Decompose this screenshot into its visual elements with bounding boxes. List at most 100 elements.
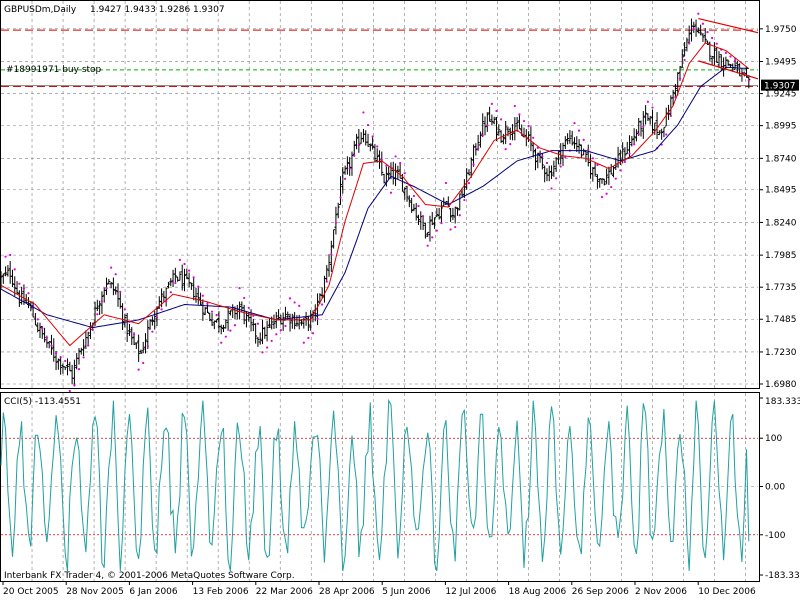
chart-ohlc: 1.9427 1.9433 1.9286 1.9307 [90, 5, 225, 15]
sar-dot [573, 122, 576, 125]
sar-dot [550, 187, 553, 190]
sar-dot [490, 102, 494, 105]
sar-dot [142, 361, 145, 365]
sar-dot [499, 118, 503, 121]
sar-dot [13, 268, 16, 271]
cci-axis-label: 100 [765, 434, 782, 444]
sar-dot [87, 344, 90, 347]
sar-dot [206, 302, 209, 305]
sar-dot [596, 163, 599, 167]
price-panel[interactable]: GBPUSDm,Daily 1.9427 1.9433 1.9286 1.930… [0, 0, 799, 393]
sar-dot [444, 181, 448, 185]
sar-dot [220, 341, 223, 344]
sar-dot [697, 12, 700, 15]
price-axis-label: 1.8995 [765, 122, 797, 132]
sar-dot [532, 136, 535, 139]
sar-dot [747, 79, 750, 82]
sar-dot [651, 106, 654, 109]
sar-dot [564, 156, 567, 159]
sar-dot [692, 27, 695, 31]
sar-dot [311, 332, 315, 335]
cci-axis-label: -183.333 [765, 571, 800, 581]
sar-dot [665, 133, 668, 136]
sar-dot [302, 341, 305, 344]
sar-dot [155, 316, 159, 319]
sar-dot [628, 152, 631, 155]
sar-dot [146, 344, 149, 348]
sar-dot [137, 368, 140, 371]
sar-dot [160, 308, 163, 311]
sar-dot [77, 368, 81, 371]
sar-dot [270, 339, 273, 343]
trend-channel[interactable] [698, 17, 759, 80]
sar-dot [733, 59, 737, 62]
price-axis-label: 1.9750 [765, 25, 797, 35]
sar-dot [454, 225, 457, 229]
sar-dot [279, 329, 282, 332]
sar-dot [724, 51, 727, 54]
time-axis-label: 18 Aug 2006 [509, 587, 567, 597]
price-panel-frame [0, 0, 760, 389]
cci-panel[interactable]: CCI(5) -113.4551 Interbank FX Trader 4, … [0, 392, 800, 582]
sar-dot [45, 336, 48, 339]
sar-dot [669, 114, 672, 117]
time-axis-label: 28 Apr 2006 [319, 587, 375, 597]
current-price-tag-bg [761, 79, 799, 91]
cci-line [0, 398, 750, 572]
time-axis-label: 20 Oct 2005 [3, 587, 59, 597]
price-axis-label: 1.7230 [765, 348, 797, 358]
sar-dot [357, 143, 360, 147]
sar-dot [215, 314, 218, 317]
order-label[interactable]: #18991971 buy stop [6, 65, 102, 75]
sar-dot [68, 389, 71, 393]
sar-dot [715, 42, 718, 45]
sar-dot [9, 253, 12, 257]
sar-dot [197, 285, 200, 288]
sar-dot [633, 143, 636, 146]
sar-dot [110, 266, 113, 269]
sar-dot [706, 31, 709, 34]
price-axis: 1.9750 1.9495 1.9245 1.8995 1.8740 1.8495 1.82… [759, 25, 797, 390]
sar-dot [477, 147, 480, 150]
sar-dot [192, 276, 195, 279]
time-axis-label: 10 Dec 2006 [698, 587, 756, 597]
sar-dot [518, 113, 521, 116]
price-axis-label: 1.8740 [765, 154, 797, 164]
sar-dot [688, 42, 691, 45]
sar-dot [504, 147, 507, 151]
sar-dot [362, 111, 365, 114]
price-axis-label: 1.9245 [765, 90, 797, 100]
sar-dot [105, 286, 108, 290]
sar-dot [435, 229, 438, 232]
sar-dot [132, 333, 136, 336]
time-axis-label: 28 Nov 2005 [66, 587, 124, 597]
time-axis-label: 2 Nov 2006 [635, 587, 687, 597]
cci-axis-label: 183.3333 [765, 397, 800, 407]
price-axis-label: 1.7985 [765, 251, 797, 261]
time-axis-label: 6 Jan 2006 [129, 587, 177, 597]
sar-dot [701, 22, 705, 25]
sar-dot [646, 100, 649, 103]
price-axis-label: 1.7485 [765, 315, 797, 325]
sar-dot [545, 161, 549, 165]
sar-dot [64, 359, 67, 363]
sar-dot [41, 327, 44, 330]
sar-dot [174, 281, 177, 285]
sar-dot [577, 129, 581, 132]
sar-dot [614, 177, 617, 180]
cci-axis: 183.3333 100 0.00 -100 -183.333 [759, 397, 800, 581]
sar-dot [22, 287, 26, 290]
cci-axis-label: 0.00 [765, 483, 785, 493]
sar-dot [119, 290, 122, 293]
sar-dot [376, 145, 379, 148]
sar-dot [256, 322, 260, 325]
sar-dot [623, 160, 627, 164]
sar-dot [325, 280, 328, 283]
price-axis-label: 1.8240 [765, 218, 797, 228]
sar-dot [178, 258, 182, 261]
sar-dot [522, 119, 526, 123]
price-levels [1, 29, 758, 88]
sar-dot [27, 292, 30, 295]
sar-dot [637, 133, 640, 136]
